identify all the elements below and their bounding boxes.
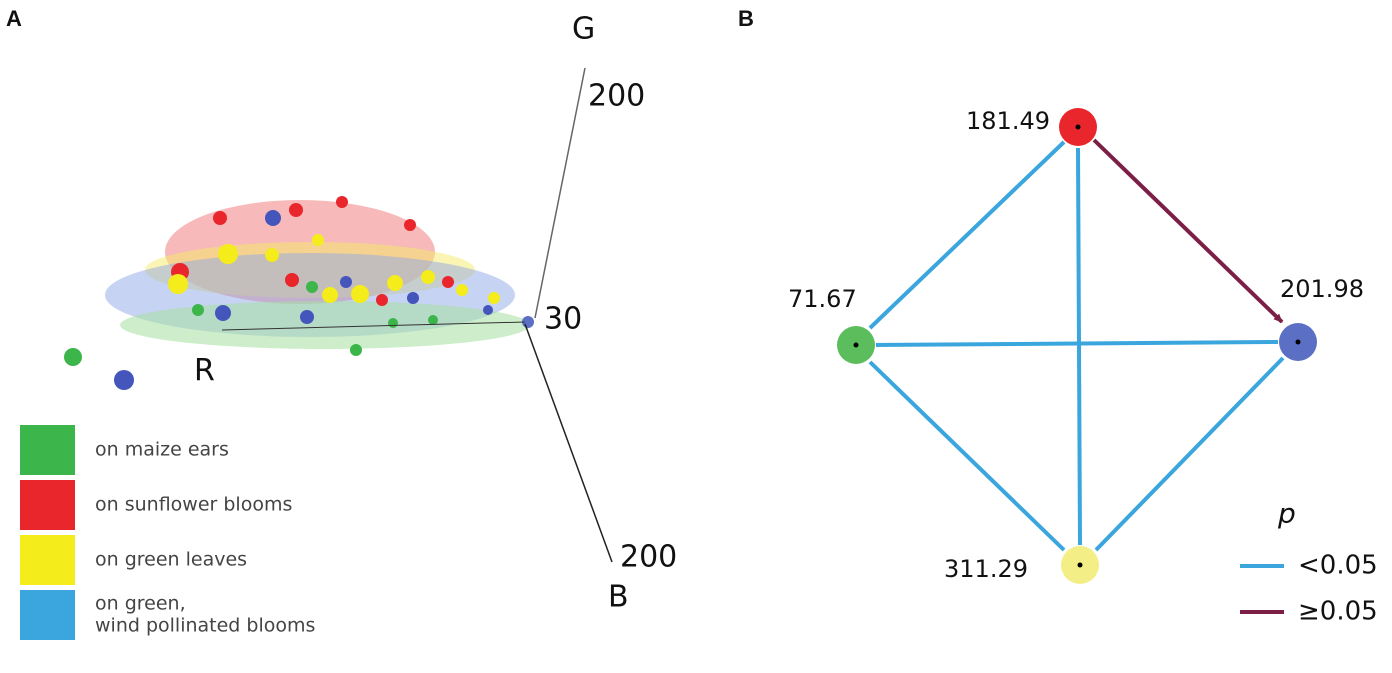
point xyxy=(404,219,416,231)
point xyxy=(376,294,388,306)
point xyxy=(442,276,454,288)
edge xyxy=(875,340,1279,347)
tick-label: 200 xyxy=(588,79,645,114)
node-center xyxy=(1075,124,1081,130)
point xyxy=(388,318,398,328)
edge xyxy=(868,140,1066,330)
point xyxy=(192,304,204,316)
node-center xyxy=(853,342,859,348)
panel-label: B xyxy=(738,6,754,31)
point xyxy=(312,234,324,246)
edge xyxy=(1076,147,1082,546)
point xyxy=(456,284,468,296)
point xyxy=(218,244,238,264)
legend-title: p xyxy=(1277,497,1296,530)
axis-label: B xyxy=(608,580,629,615)
point xyxy=(387,275,403,291)
axis-label: R xyxy=(194,354,215,389)
node-label: 311.29 xyxy=(944,555,1028,583)
point xyxy=(488,292,500,304)
r-axis xyxy=(221,321,526,331)
point xyxy=(340,276,352,288)
point xyxy=(168,274,188,294)
legend-label: on green, xyxy=(95,593,186,615)
tick-label: 30 xyxy=(544,302,582,337)
panel-label: A xyxy=(6,6,22,31)
scatter-points xyxy=(64,196,534,390)
edges xyxy=(868,140,1285,552)
point xyxy=(300,310,314,324)
point xyxy=(407,292,419,304)
point xyxy=(336,196,348,208)
point xyxy=(306,281,318,293)
g-axis xyxy=(534,67,586,319)
node-center xyxy=(1077,562,1083,568)
legend-label: ≥0.05 xyxy=(1298,597,1378,627)
b-axis xyxy=(524,323,613,563)
point xyxy=(421,270,435,284)
panel-b: B 181.49 71.67 201.98 311.29 p<0.05 ≥0.05 xyxy=(738,6,1378,627)
point xyxy=(322,287,338,303)
legend-swatch xyxy=(20,480,75,530)
panel-a: A xyxy=(6,6,677,640)
ellipsoid xyxy=(120,301,530,349)
node-label: 181.49 xyxy=(966,107,1050,135)
tick-label: 200 xyxy=(620,540,677,575)
point xyxy=(289,203,303,217)
edge xyxy=(1092,138,1284,324)
node-label: 71.67 xyxy=(788,285,857,313)
point xyxy=(428,315,438,325)
legend-swatch xyxy=(20,590,75,640)
axis-label: G xyxy=(572,12,595,47)
point xyxy=(114,370,134,390)
point xyxy=(483,305,493,315)
node-center xyxy=(1295,339,1301,345)
node-label: 201.98 xyxy=(1280,275,1364,303)
legend-swatch xyxy=(20,425,75,475)
point xyxy=(215,305,231,321)
point xyxy=(265,248,279,262)
point xyxy=(351,285,369,303)
point xyxy=(265,210,281,226)
point xyxy=(213,211,227,225)
legend-label: on sunflower blooms xyxy=(95,494,292,516)
point xyxy=(64,348,82,366)
legend-label: <0.05 xyxy=(1298,551,1378,581)
legend: p<0.05 ≥0.05 xyxy=(1240,497,1378,627)
legend-label: on green leaves xyxy=(95,549,247,571)
legend: on maize ears on sunflower blooms on green… xyxy=(20,425,315,640)
legend-swatch xyxy=(20,535,75,585)
legend-label: on maize ears xyxy=(95,439,229,461)
edge xyxy=(868,360,1066,552)
point xyxy=(350,344,362,356)
legend-label: wind pollinated blooms xyxy=(95,615,315,637)
point xyxy=(285,273,299,287)
nodes: 181.49 71.67 201.98 311.29 xyxy=(788,107,1364,584)
edge xyxy=(1094,356,1285,552)
